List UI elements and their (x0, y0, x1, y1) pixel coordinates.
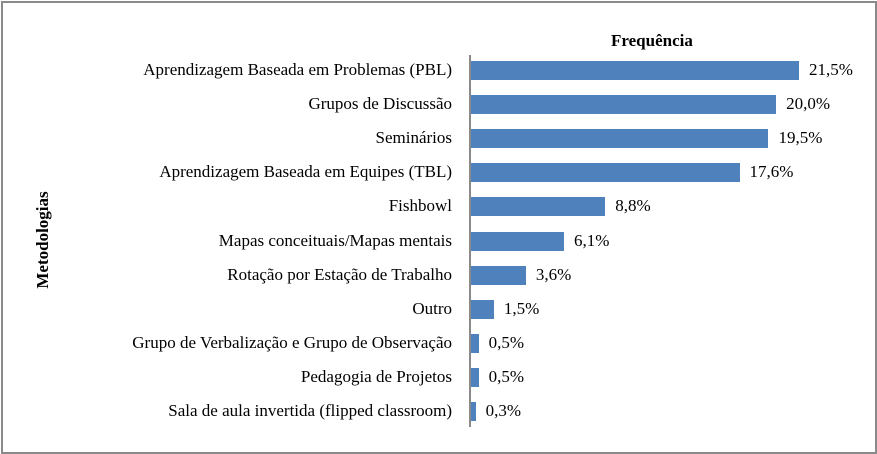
bar (471, 265, 526, 285)
category-label: Pedagogia de Projetos (300, 366, 452, 386)
bar-row: Rotação por Estação de Trabalho 3,6% (0, 259, 877, 293)
value-label: 3,6% (535, 264, 572, 284)
bar-row: Seminários 19,5% (0, 122, 877, 156)
bar-row: Fishbowl 8,8% (0, 190, 877, 224)
bar-row: Outro 1,5% (0, 293, 877, 327)
value-label: 17,6% (749, 162, 794, 182)
category-label: Outro (412, 298, 452, 318)
value-label: 21,5% (809, 60, 853, 79)
value-label: 0,3% (485, 401, 521, 420)
category-label: Grupos de Discussão (308, 94, 452, 114)
bar (471, 129, 769, 149)
bar (471, 197, 606, 217)
bar (471, 299, 494, 319)
category-label: Mapas conceituais/Mapas mentais (218, 230, 452, 250)
bar (471, 231, 565, 251)
bar (471, 402, 476, 421)
category-label: Seminários (375, 128, 453, 148)
bar-row: Aprendizagem Baseada em Equipes (TBL) 17,… (0, 156, 877, 190)
category-label: Aprendizagem Baseada em Problemas (PBL) (143, 60, 452, 79)
value-label: 20,0% (786, 94, 831, 114)
value-label: 0,5% (488, 366, 525, 386)
category-label: Sala de aula invertida (flipped classroo… (168, 401, 452, 420)
chart-title: Frequência (611, 31, 693, 50)
bar (471, 367, 479, 387)
bar-row: Grupo de Verbalização e Grupo de Observa… (0, 327, 877, 361)
bar-row: Sala de aula invertida (flipped classroo… (0, 395, 877, 429)
category-label: Fishbowl (388, 196, 452, 216)
value-label: 1,5% (503, 298, 540, 318)
bar-row: Mapas conceituais/Mapas mentais 6,1% (0, 225, 877, 259)
category-label: Rotação por Estação de Trabalho (227, 264, 452, 284)
value-label: 8,8% (615, 196, 651, 216)
y-axis-line (469, 55, 471, 427)
category-label: Aprendizagem Baseada em Equipes (TBL) (159, 162, 452, 182)
bar-row: Aprendizagem Baseada em Problemas (PBL) 2… (0, 54, 877, 88)
category-label: Grupo de Verbalização e Grupo de Observa… (132, 332, 452, 352)
bar (471, 163, 740, 183)
bar-row: Grupos de Discussão 20,0% (0, 88, 877, 122)
bar-row: Pedagogia de Projetos 0,5% (0, 361, 877, 395)
bar (471, 333, 479, 353)
bar (471, 61, 799, 80)
bar (471, 95, 777, 115)
value-label: 19,5% (778, 128, 823, 148)
value-label: 6,1% (574, 230, 610, 250)
value-label: 0,5% (488, 332, 525, 352)
